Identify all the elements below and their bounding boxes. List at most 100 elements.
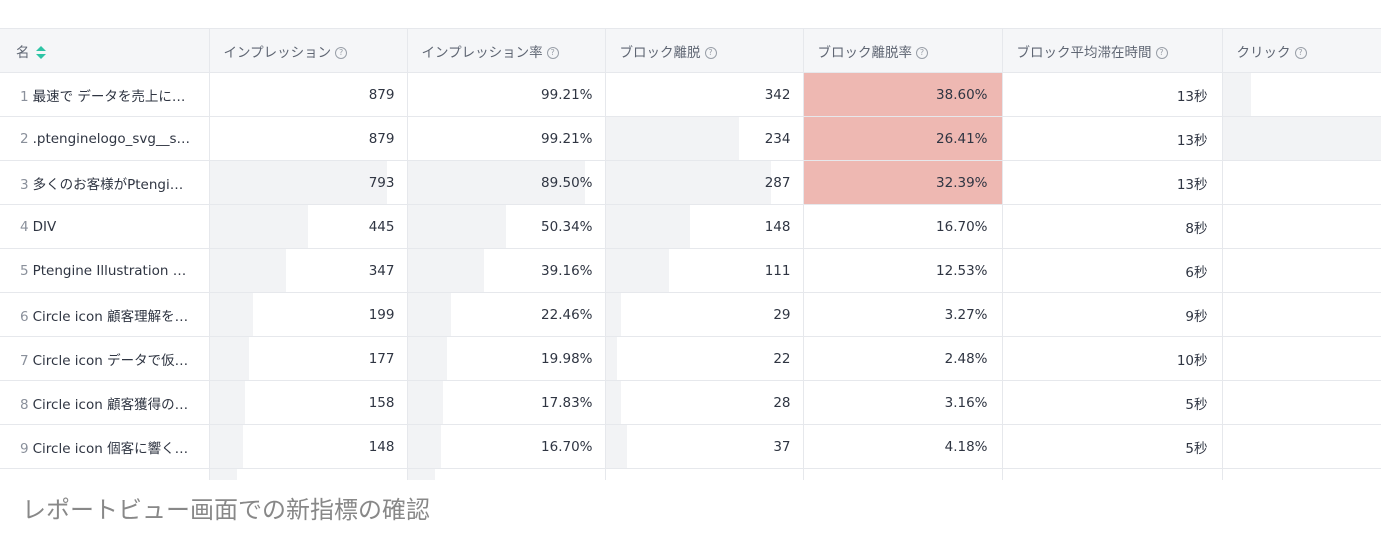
header-impression-rate[interactable]: インプレッション率? — [406, 28, 605, 73]
cell-avg-time: 5秒 — [1001, 424, 1222, 469]
header-name[interactable]: 名 — [0, 28, 209, 73]
cell-impressions: 879 — [208, 72, 407, 117]
cell-name[interactable]: 6 Circle icon 顧客理解を… — [0, 292, 209, 337]
level-bar — [605, 337, 618, 380]
level-bar — [605, 293, 622, 336]
cell-value: 5秒 — [1185, 440, 1208, 457]
cell-impression-rate: 99.21% — [406, 116, 605, 161]
row-index: 2 — [20, 130, 29, 147]
report-table-container: 名 インプレッション? インプレッション率? ブロック離脱? ブロック離脱率? … — [0, 28, 1386, 480]
cell-impression-rate: 16.70% — [406, 424, 605, 469]
cell-value: 4.18% — [944, 438, 988, 455]
row-index: 4 — [20, 218, 29, 235]
cell-value: 879 — [368, 130, 395, 147]
table-row[interactable]: 5 Ptengine Illustration … 347 39.16% 111 12.5… — [0, 248, 1381, 293]
cell-clicks — [1221, 336, 1381, 381]
header-avg-time-label: ブロック平均滞在時間 — [1016, 44, 1152, 61]
cell-name[interactable]: 9 Circle icon 個客に響く… — [0, 424, 209, 469]
help-icon[interactable]: ? — [335, 46, 348, 59]
header-name-label: 名 — [16, 44, 30, 61]
cell-name[interactable]: 3 多くのお客様がPtengi… — [0, 160, 209, 205]
header-avg-time[interactable]: ブロック平均滞在時間? — [1001, 28, 1222, 73]
table-row[interactable]: 8 Circle icon 顧客獲得の… 158 17.83% 28 3.16% 5秒 — [0, 380, 1381, 425]
cell-name[interactable] — [0, 468, 209, 480]
cell-block-exit: 234 — [604, 116, 803, 161]
cell-block-exit-rate: 2.48% — [802, 336, 1002, 381]
level-bar — [407, 469, 436, 480]
cell-impression-rate: 89.50% — [406, 160, 605, 205]
cell-clicks — [1221, 292, 1381, 337]
level-bar — [407, 249, 485, 292]
header-clicks-label: クリック — [1236, 44, 1291, 61]
level-bar — [605, 381, 622, 424]
cell-block-exit-rate: 32.39% — [802, 160, 1002, 205]
cell-impressions: 445 — [208, 204, 407, 249]
cell-impressions: 879 — [208, 116, 407, 161]
cell-value: 13秒 — [1176, 88, 1208, 105]
cell-value: 793 — [368, 174, 395, 191]
cell-avg-time: 10秒 — [1001, 336, 1222, 381]
cell-clicks — [1221, 72, 1381, 117]
table-row[interactable]: 2 .ptenginelogo_svg__s… 879 99.21% 234 26.41%… — [0, 116, 1381, 161]
level-bar — [407, 381, 443, 424]
cell-block-exit-rate: 16.70% — [802, 204, 1002, 249]
table-row[interactable]: 6 Circle icon 顧客理解を… 199 22.46% 29 3.27% 9秒 — [0, 292, 1381, 337]
header-block-exit[interactable]: ブロック離脱? — [604, 28, 803, 73]
level-bar — [209, 425, 243, 468]
header-block-exit-rate[interactable]: ブロック離脱率? — [802, 28, 1002, 73]
cell-block-exit-rate: 4.18% — [802, 424, 1002, 469]
header-impressions-label: インプレッション — [223, 44, 332, 61]
cell-value: 199 — [368, 306, 395, 323]
cell-value: 99.21% — [541, 130, 593, 147]
cell-value: 158 — [368, 394, 395, 411]
help-icon[interactable]: ? — [1294, 46, 1307, 59]
cell-value: 89.50% — [541, 174, 593, 191]
cell-impressions — [208, 468, 407, 480]
help-icon[interactable]: ? — [1155, 46, 1168, 59]
row-index: 1 — [20, 88, 29, 105]
help-icon[interactable]: ? — [546, 46, 559, 59]
cell-value: 6秒 — [1185, 264, 1208, 281]
level-bar — [209, 249, 287, 292]
cell-name[interactable]: 8 Circle icon 顧客獲得の… — [0, 380, 209, 425]
cell-value: 177 — [368, 350, 395, 367]
cell-block-exit: 37 — [604, 424, 803, 469]
cell-name[interactable]: 7 Circle icon データで仮… — [0, 336, 209, 381]
help-icon[interactable]: ? — [704, 46, 717, 59]
cell-name[interactable]: 1 最速で データを売上に… — [0, 72, 209, 117]
table-row[interactable]: 7 Circle icon データで仮… 177 19.98% 22 2.48% 10秒 — [0, 336, 1381, 381]
cell-impression-rate: 50.34% — [406, 204, 605, 249]
sort-icon[interactable] — [35, 45, 46, 60]
table-row[interactable] — [0, 468, 1381, 480]
cell-impression-rate — [406, 468, 605, 480]
cell-block-exit-rate: 38.60% — [802, 72, 1002, 117]
table-row[interactable]: 4 DIV 445 50.34% 148 16.70% 8秒 — [0, 204, 1381, 249]
cell-impressions: 347 — [208, 248, 407, 293]
header-impression-rate-label: インプレッション率 — [421, 44, 543, 61]
help-icon[interactable]: ? — [916, 46, 928, 59]
table-row[interactable]: 9 Circle icon 個客に響く… 148 16.70% 37 4.18% 5秒 — [0, 424, 1381, 469]
level-bar — [407, 425, 441, 468]
cell-clicks — [1221, 424, 1381, 469]
cell-avg-time: 13秒 — [1001, 116, 1222, 161]
cell-impression-rate: 17.83% — [406, 380, 605, 425]
cell-value: 99.21% — [541, 86, 593, 103]
level-bar — [605, 425, 628, 468]
header-clicks[interactable]: クリック? — [1221, 28, 1381, 73]
cell-block-exit-rate — [802, 468, 1002, 480]
cell-name[interactable]: 2 .ptenginelogo_svg__s… — [0, 116, 209, 161]
cell-value: 9秒 — [1185, 308, 1208, 325]
row-index: 9 — [20, 440, 29, 457]
cell-value: 22 — [773, 350, 791, 367]
cell-value: 3.27% — [944, 306, 988, 323]
row-name: 多くのお客様がPtengi… — [32, 176, 184, 193]
cell-value: 148 — [368, 438, 395, 455]
row-name: Circle icon 顧客理解を… — [32, 308, 189, 325]
table-row[interactable]: 3 多くのお客様がPtengi… 793 89.50% 287 32.39% 13秒 — [0, 160, 1381, 205]
header-impressions[interactable]: インプレッション? — [208, 28, 407, 73]
level-bar — [605, 249, 669, 292]
cell-name[interactable]: 4 DIV — [0, 204, 209, 249]
cell-value: 38.60% — [936, 86, 988, 103]
table-row[interactable]: 1 最速で データを売上に… 879 99.21% 342 38.60% 13秒 — [0, 72, 1381, 117]
cell-name[interactable]: 5 Ptengine Illustration … — [0, 248, 209, 293]
